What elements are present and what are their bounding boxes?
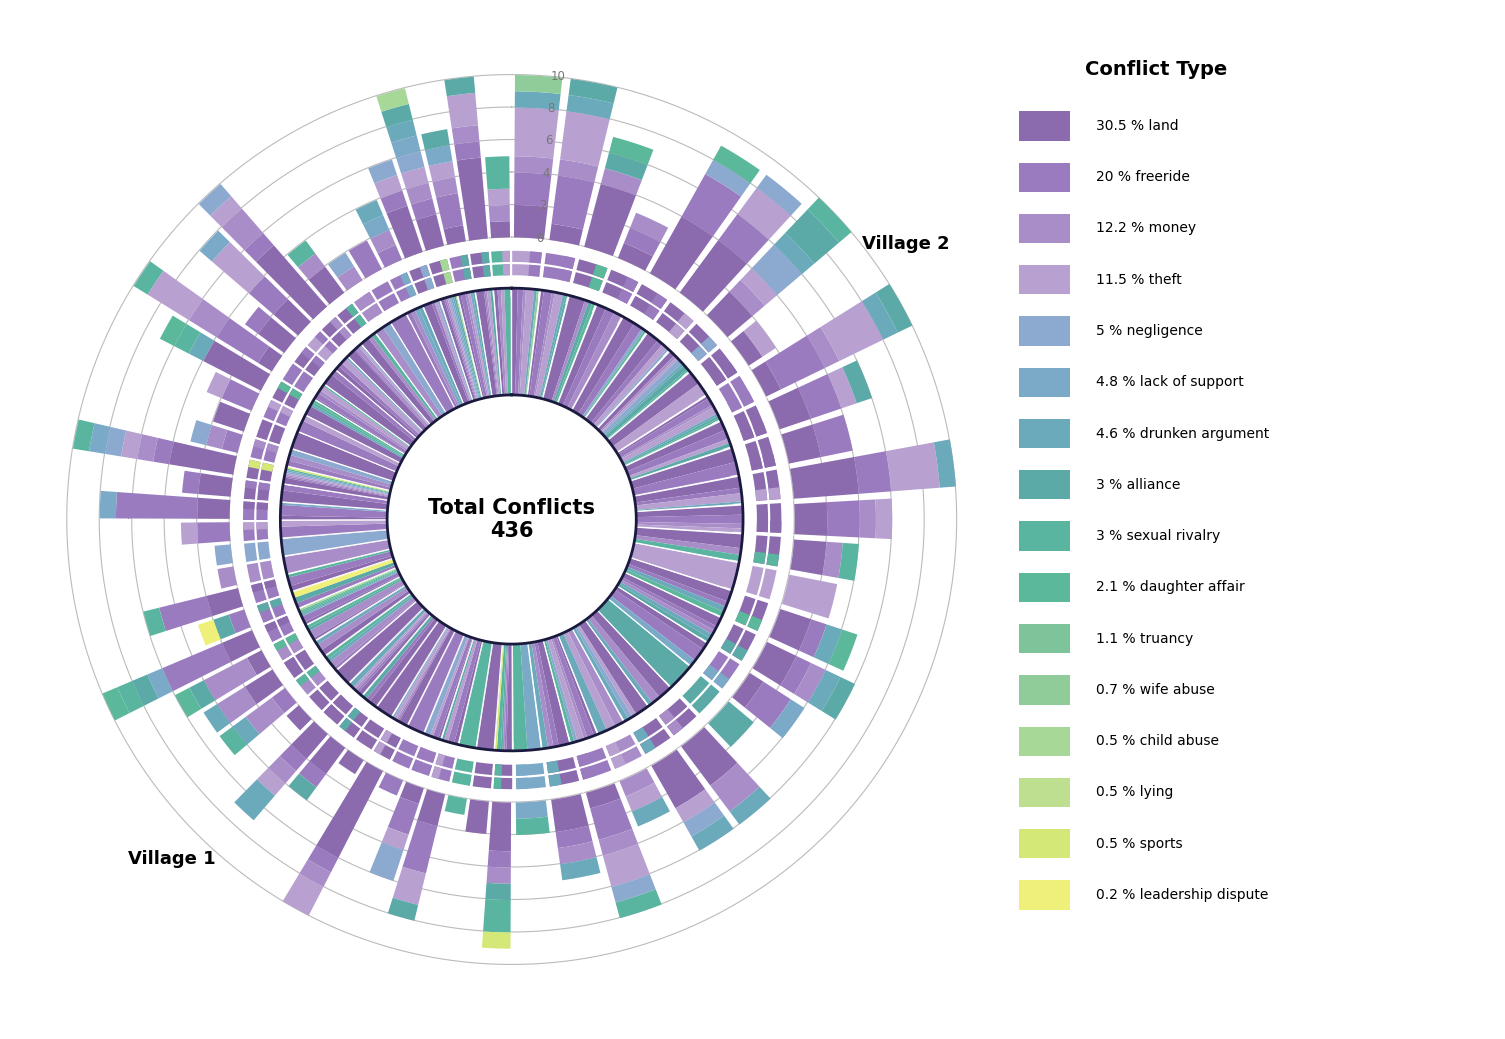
FancyBboxPatch shape <box>1019 624 1070 654</box>
Text: 1.1 % truancy: 1.1 % truancy <box>1096 632 1193 645</box>
Text: 4.6 % drunken argument: 4.6 % drunken argument <box>1096 427 1269 441</box>
FancyBboxPatch shape <box>1019 522 1070 551</box>
Text: 6: 6 <box>545 134 552 148</box>
Text: 5 % negligence: 5 % negligence <box>1096 324 1202 338</box>
Text: 0.7 % wife abuse: 0.7 % wife abuse <box>1096 683 1215 697</box>
Text: 0.5 % lying: 0.5 % lying <box>1096 785 1172 799</box>
FancyBboxPatch shape <box>1019 880 1070 910</box>
Text: 3 % alliance: 3 % alliance <box>1096 478 1180 491</box>
Text: Village 2: Village 2 <box>861 235 950 252</box>
Text: 2.1 % daughter affair: 2.1 % daughter affair <box>1096 581 1245 594</box>
FancyBboxPatch shape <box>1019 471 1070 500</box>
Text: 8: 8 <box>548 102 555 115</box>
Text: 0: 0 <box>536 232 543 244</box>
Text: 11.5 % theft: 11.5 % theft <box>1096 272 1181 287</box>
Text: 0.5 % child abuse: 0.5 % child abuse <box>1096 735 1219 748</box>
Text: 20 % freeride: 20 % freeride <box>1096 170 1189 184</box>
Text: 2: 2 <box>539 199 546 212</box>
FancyBboxPatch shape <box>1019 572 1070 602</box>
FancyBboxPatch shape <box>1019 726 1070 755</box>
FancyBboxPatch shape <box>1019 162 1070 192</box>
Text: 4: 4 <box>542 167 549 180</box>
Text: Village 1: Village 1 <box>128 850 215 869</box>
Text: 30.5 % land: 30.5 % land <box>1096 118 1178 133</box>
FancyBboxPatch shape <box>1019 778 1070 807</box>
Text: 3 % sexual rivalry: 3 % sexual rivalry <box>1096 529 1221 543</box>
Text: Total Conflicts
436: Total Conflicts 436 <box>429 498 594 541</box>
Text: 4.8 % lack of support: 4.8 % lack of support <box>1096 375 1243 390</box>
FancyBboxPatch shape <box>1019 265 1070 294</box>
Text: 0.2 % leadership dispute: 0.2 % leadership dispute <box>1096 888 1269 902</box>
FancyBboxPatch shape <box>1019 368 1070 397</box>
FancyBboxPatch shape <box>1019 829 1070 858</box>
FancyBboxPatch shape <box>1019 316 1070 346</box>
Text: 0.5 % sports: 0.5 % sports <box>1096 836 1183 851</box>
Text: 10: 10 <box>551 70 566 83</box>
FancyBboxPatch shape <box>1019 214 1070 243</box>
Text: Conflict Type: Conflict Type <box>1085 60 1228 79</box>
Text: 12.2 % money: 12.2 % money <box>1096 221 1196 236</box>
FancyBboxPatch shape <box>1019 419 1070 448</box>
FancyBboxPatch shape <box>1019 675 1070 704</box>
FancyBboxPatch shape <box>1019 111 1070 140</box>
